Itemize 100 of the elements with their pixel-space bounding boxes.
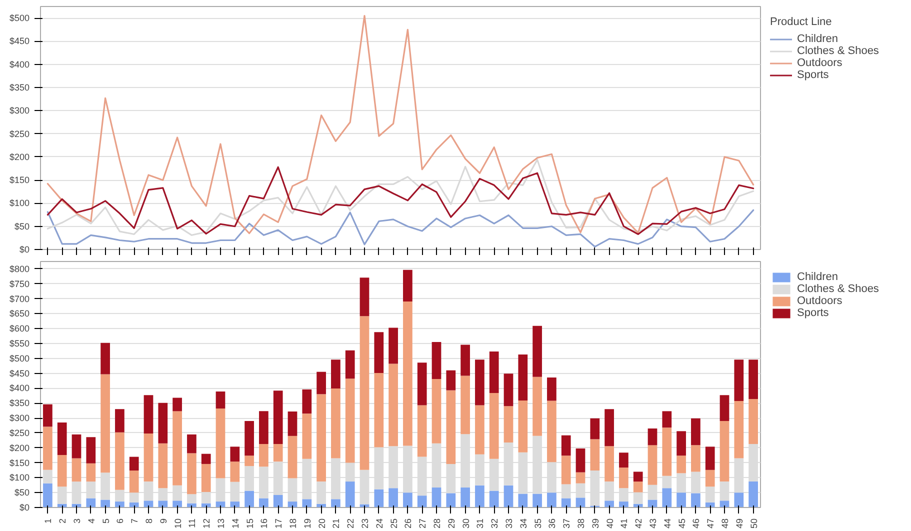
bar	[201, 464, 211, 492]
bar	[748, 398, 758, 444]
x-tick-label: 28	[432, 518, 442, 529]
bar	[230, 446, 240, 462]
y-tick-label: $50	[14, 221, 30, 232]
bar	[460, 344, 470, 376]
bar	[172, 398, 182, 412]
bar	[590, 418, 600, 440]
bar	[273, 494, 283, 508]
bar	[734, 360, 744, 402]
bar	[561, 456, 571, 484]
x-tick-label: 23	[360, 518, 370, 529]
bar	[331, 499, 340, 508]
bar	[576, 498, 586, 508]
y-tick-label: $350	[9, 82, 30, 92]
bar	[590, 439, 600, 471]
y-tick-label: $500	[9, 353, 30, 364]
bar	[417, 405, 427, 457]
x-tick-label: 6	[115, 518, 126, 524]
bar	[302, 389, 312, 414]
x-tick-label: 30	[460, 518, 471, 529]
bar	[374, 489, 384, 508]
legend-label: Clothes & Shoes	[797, 45, 879, 57]
bar	[489, 490, 499, 508]
bar	[504, 485, 514, 508]
x-tick-label: 50	[748, 518, 759, 529]
bar	[748, 444, 758, 482]
x-tick-label: 16	[259, 518, 270, 529]
x-tick-label: 44	[662, 518, 672, 529]
bar	[259, 411, 268, 444]
bar	[648, 445, 658, 485]
y-tick-label: $250	[9, 428, 30, 438]
x-tick-label: 18	[288, 518, 298, 529]
bar	[158, 443, 168, 488]
x-tick-label: 37	[562, 518, 572, 529]
legend-label: Outdoors	[797, 295, 842, 307]
bar	[720, 395, 730, 422]
bar	[676, 431, 686, 456]
bar	[244, 490, 254, 508]
bar	[417, 362, 427, 406]
bar	[518, 494, 528, 508]
bar	[604, 446, 614, 482]
y-tick-label: $150	[9, 458, 30, 468]
bar	[115, 502, 124, 508]
bar	[547, 400, 556, 462]
legend-label: Sports	[797, 69, 829, 81]
bar	[460, 488, 470, 508]
bar	[360, 316, 370, 470]
bar	[619, 452, 628, 468]
bar	[504, 442, 514, 486]
bar	[532, 326, 542, 377]
bar	[158, 402, 168, 444]
bar	[72, 458, 82, 482]
x-tick-label: 19	[302, 518, 312, 529]
x-tick-label: 36	[547, 518, 558, 529]
x-tick-label: 5	[100, 518, 111, 524]
bar	[734, 492, 744, 508]
bar	[288, 436, 298, 478]
y-tick-label: $100	[9, 472, 30, 483]
bar	[662, 476, 672, 488]
bar	[144, 395, 154, 434]
y-tick-label: $750	[9, 278, 30, 289]
line-series	[46, 14, 754, 234]
bar	[489, 352, 499, 393]
bar	[561, 498, 571, 508]
bar	[460, 376, 470, 434]
x-tick-label: 47	[706, 518, 716, 529]
bar	[244, 456, 254, 466]
x-tick-label: 48	[720, 518, 730, 529]
x-tick-label: 49	[734, 518, 744, 529]
x-tick-label: 2	[58, 518, 68, 524]
bar	[115, 409, 124, 432]
bar	[619, 468, 628, 488]
bar	[273, 390, 283, 444]
bar	[374, 373, 384, 448]
bar	[187, 494, 196, 504]
x-tick-label: 43	[648, 518, 658, 529]
bar	[316, 394, 326, 482]
bar	[489, 393, 499, 459]
bar	[446, 370, 456, 390]
bar	[57, 422, 67, 456]
bar	[345, 378, 355, 463]
bar	[547, 377, 556, 401]
bar	[388, 328, 398, 364]
bar	[518, 400, 528, 452]
y-tick-label: $800	[9, 264, 30, 274]
x-tick-label: 35	[532, 518, 543, 529]
bar	[417, 496, 427, 508]
bar	[748, 360, 758, 399]
bar	[676, 492, 686, 508]
x-tick-label: 11	[187, 518, 198, 528]
bar	[72, 434, 82, 458]
bar	[388, 446, 398, 488]
legend-label: Children	[797, 271, 838, 283]
bar	[172, 500, 182, 508]
x-tick-label: 29	[446, 518, 456, 529]
bar	[432, 342, 442, 379]
bar	[288, 411, 298, 436]
x-tick-label: 12	[202, 518, 212, 529]
y-tick-label: $100	[9, 198, 30, 208]
